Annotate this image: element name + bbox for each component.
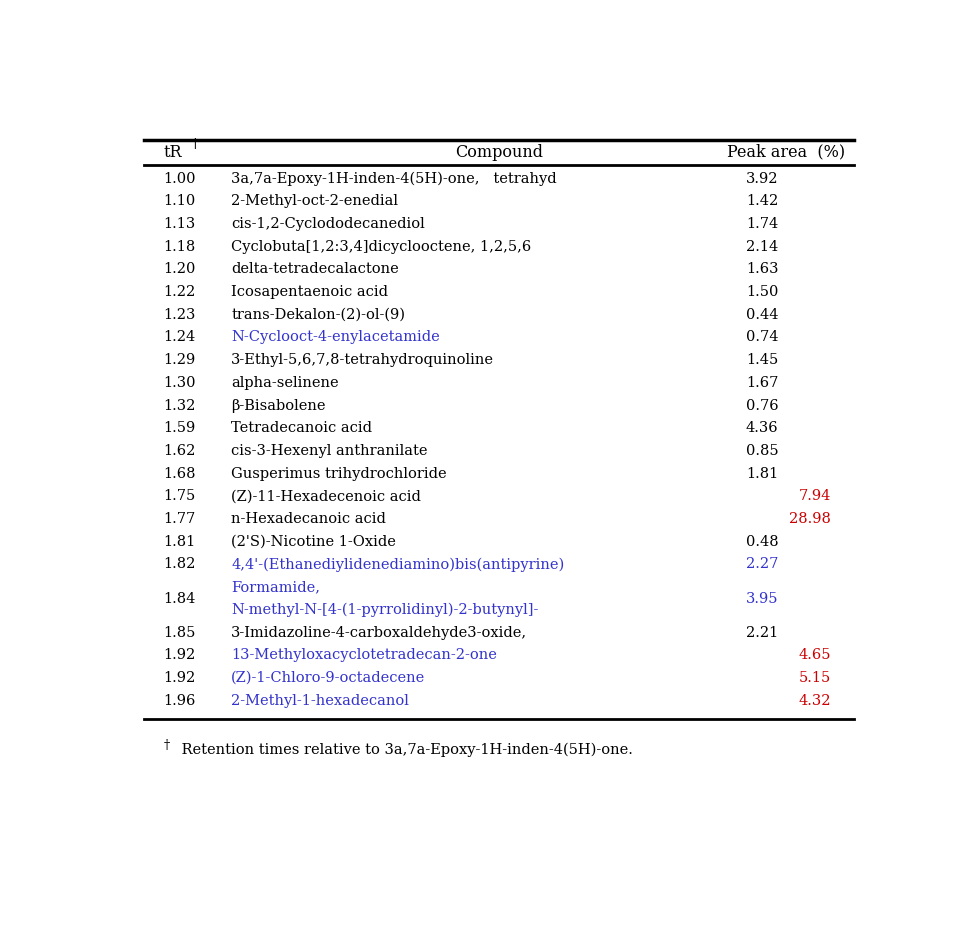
Text: 1.96: 1.96 <box>164 693 196 708</box>
Text: β-Bisabolene: β-Bisabolene <box>231 398 325 413</box>
Text: 1.62: 1.62 <box>164 444 196 458</box>
Text: 2.21: 2.21 <box>746 626 778 640</box>
Text: Tetradecanoic acid: Tetradecanoic acid <box>231 421 372 436</box>
Text: delta-tetradecalactone: delta-tetradecalactone <box>231 262 399 277</box>
Text: 0.74: 0.74 <box>746 330 778 344</box>
Text: n-Hexadecanoic acid: n-Hexadecanoic acid <box>231 512 386 526</box>
Text: 1.68: 1.68 <box>164 467 196 480</box>
Text: 4.36: 4.36 <box>746 421 778 436</box>
Text: 1.84: 1.84 <box>164 592 196 606</box>
Text: 4,4'-(Ethanediylidenediamino)bis(antipyrine): 4,4'-(Ethanediylidenediamino)bis(antipyr… <box>231 557 565 572</box>
Text: 1.24: 1.24 <box>164 330 196 344</box>
Text: 1.22: 1.22 <box>164 285 196 299</box>
Text: (Z)-11-Hexadecenoic acid: (Z)-11-Hexadecenoic acid <box>231 490 421 503</box>
Text: cis-1,2-Cyclododecanediol: cis-1,2-Cyclododecanediol <box>231 217 425 231</box>
Text: 1.30: 1.30 <box>164 376 196 390</box>
Text: Cyclobuta[1,2:3,4]dicyclooctene, 1,2,5,6: Cyclobuta[1,2:3,4]dicyclooctene, 1,2,5,6 <box>231 240 532 254</box>
Text: 2.27: 2.27 <box>746 557 778 572</box>
Text: 0.48: 0.48 <box>746 534 778 549</box>
Text: †: † <box>164 739 169 752</box>
Text: tR: tR <box>164 144 182 161</box>
Text: 1.59: 1.59 <box>164 421 196 436</box>
Text: †: † <box>192 139 199 151</box>
Text: 1.67: 1.67 <box>746 376 778 390</box>
Text: 1.81: 1.81 <box>746 467 778 480</box>
Text: 1.20: 1.20 <box>164 262 196 277</box>
Text: N-Cyclooct-4-enylacetamide: N-Cyclooct-4-enylacetamide <box>231 330 440 344</box>
Text: 1.74: 1.74 <box>746 217 778 231</box>
Text: cis-3-Hexenyl anthranilate: cis-3-Hexenyl anthranilate <box>231 444 428 458</box>
Text: 1.63: 1.63 <box>746 262 778 277</box>
Text: 1.23: 1.23 <box>164 308 196 321</box>
Text: 28.98: 28.98 <box>790 512 832 526</box>
Text: 1.13: 1.13 <box>164 217 196 231</box>
Text: 1.45: 1.45 <box>746 353 778 367</box>
Text: 1.82: 1.82 <box>164 557 196 572</box>
Text: 3-Ethyl-5,6,7,8-tetrahydroquinoline: 3-Ethyl-5,6,7,8-tetrahydroquinoline <box>231 353 494 367</box>
Text: 2-Methyl-oct-2-enedial: 2-Methyl-oct-2-enedial <box>231 194 398 208</box>
Text: 1.50: 1.50 <box>746 285 778 299</box>
Text: 7.94: 7.94 <box>799 490 832 503</box>
Text: 1.42: 1.42 <box>746 194 778 208</box>
Text: N-methyl-N-[4-(1-pyrrolidinyl)-2-butynyl]-: N-methyl-N-[4-(1-pyrrolidinyl)-2-butynyl… <box>231 603 539 617</box>
Text: 3.95: 3.95 <box>746 592 778 606</box>
Text: 1.32: 1.32 <box>164 398 196 413</box>
Text: Icosapentaenoic acid: Icosapentaenoic acid <box>231 285 389 299</box>
Text: Formamide,: Formamide, <box>231 580 320 594</box>
Text: 5.15: 5.15 <box>799 671 832 685</box>
Text: (Z)-1-Chloro-9-octadecene: (Z)-1-Chloro-9-octadecene <box>231 671 426 685</box>
Text: 3a,7a-Epoxy-1H-inden-4(5H)-one,   tetrahyd: 3a,7a-Epoxy-1H-inden-4(5H)-one, tetrahyd <box>231 171 557 185</box>
Text: (2'S)-Nicotine 1-Oxide: (2'S)-Nicotine 1-Oxide <box>231 534 396 549</box>
Text: 1.85: 1.85 <box>164 626 196 640</box>
Text: 1.29: 1.29 <box>164 353 196 367</box>
Text: 1.18: 1.18 <box>164 240 196 254</box>
Text: 3.92: 3.92 <box>746 171 778 185</box>
Text: 1.00: 1.00 <box>164 171 196 185</box>
Text: 2.14: 2.14 <box>746 240 778 254</box>
Text: 1.81: 1.81 <box>164 534 196 549</box>
Text: 1.75: 1.75 <box>164 490 196 503</box>
Text: 3-Imidazoline-4-carboxaldehyde3-oxide,: 3-Imidazoline-4-carboxaldehyde3-oxide, <box>231 626 527 640</box>
Text: Retention times relative to 3a,7a-Epoxy-1H-inden-4(5H)-one.: Retention times relative to 3a,7a-Epoxy-… <box>177 743 633 757</box>
Text: 0.76: 0.76 <box>746 398 778 413</box>
Text: 1.92: 1.92 <box>164 671 196 685</box>
Text: Compound: Compound <box>455 144 543 161</box>
Text: trans-Dekalon-(2)-ol-(9): trans-Dekalon-(2)-ol-(9) <box>231 308 405 321</box>
Text: 0.85: 0.85 <box>746 444 778 458</box>
Text: 2-Methyl-1-hexadecanol: 2-Methyl-1-hexadecanol <box>231 693 409 708</box>
Text: Peak area  (%): Peak area (%) <box>727 144 845 161</box>
Text: 1.92: 1.92 <box>164 649 196 662</box>
Text: Gusperimus trihydrochloride: Gusperimus trihydrochloride <box>231 467 447 480</box>
Text: 1.77: 1.77 <box>164 512 196 526</box>
Text: 0.44: 0.44 <box>746 308 778 321</box>
Text: 4.65: 4.65 <box>799 649 832 662</box>
Text: 13-Methyloxacyclotetradecan-2-one: 13-Methyloxacyclotetradecan-2-one <box>231 649 497 662</box>
Text: 4.32: 4.32 <box>799 693 832 708</box>
Text: 1.10: 1.10 <box>164 194 196 208</box>
Text: alpha-selinene: alpha-selinene <box>231 376 339 390</box>
